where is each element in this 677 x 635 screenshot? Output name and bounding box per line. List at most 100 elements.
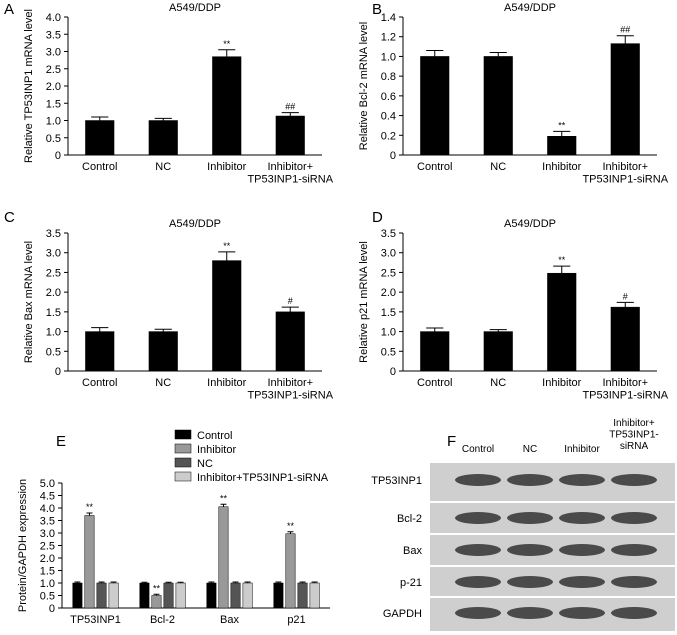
bar	[108, 582, 119, 609]
blot-band	[611, 474, 657, 486]
annotation: **	[220, 493, 228, 503]
blot-band	[455, 474, 501, 486]
annotation: **	[223, 241, 231, 251]
blot-band	[559, 576, 605, 588]
blot-band	[507, 544, 553, 556]
x-tick-label: NC	[490, 161, 506, 173]
y-tick-label: 1.5	[46, 307, 61, 319]
bar	[85, 120, 115, 156]
error-bar	[91, 327, 109, 332]
bar	[230, 582, 241, 609]
legend-label: Inhibitor+TP53INP1-siRNA	[197, 472, 329, 484]
y-tick-label: 3.0	[40, 528, 55, 540]
blot-row-label: p-21	[400, 577, 422, 589]
blot-band	[611, 607, 657, 619]
x-tick-label: Inhibitor+ TP53INP1-siRNA	[582, 161, 668, 186]
x-tick-label: Inhibitor	[207, 161, 246, 173]
bar	[212, 260, 242, 372]
panel-label: A	[4, 1, 14, 18]
error-bar	[616, 35, 634, 44]
bar	[218, 506, 229, 609]
bar	[85, 331, 115, 372]
panel-label: B	[372, 1, 382, 18]
error-bar	[281, 112, 299, 117]
bar	[148, 120, 178, 156]
error-bar	[244, 581, 251, 583]
y-tick-label: 3.5	[46, 29, 61, 41]
y-tick-label: 1.2	[381, 32, 396, 44]
blot-column-label: NC	[523, 444, 537, 455]
error-bar	[616, 301, 634, 308]
blot-band	[559, 474, 605, 486]
error-bar	[86, 512, 93, 516]
blot-band	[507, 512, 553, 524]
y-tick-label: 1.5	[381, 307, 396, 319]
bar	[275, 115, 305, 156]
bar	[163, 582, 174, 609]
annotation: ##	[285, 102, 295, 112]
error-bar	[299, 581, 306, 583]
y-tick-label: 2.5	[40, 541, 55, 553]
error-bar	[232, 581, 239, 583]
bar	[420, 331, 450, 372]
x-tick-label: Inhibitor+ TP53INP1-siRNA	[247, 161, 333, 186]
legend-swatch	[174, 457, 192, 468]
y-tick-label: 3.5	[46, 228, 61, 240]
y-tick-label: 1.5	[40, 566, 55, 578]
blot-row-label: Bcl-2	[397, 513, 422, 525]
chart-title: A549/DDP	[504, 2, 556, 14]
y-tick-label: 3.0	[46, 248, 61, 260]
y-tick-label: 3.5	[381, 228, 396, 240]
error-bar	[154, 328, 172, 332]
y-axis-label: Relative Bax mRNA level	[23, 241, 35, 363]
bar	[275, 311, 305, 372]
blot-column-label: Inhibitor+ TP53INP1-siRNA	[609, 418, 658, 452]
blot-band	[455, 512, 501, 524]
y-tick-label: 0.4	[381, 111, 396, 123]
legend-label: Control	[197, 430, 232, 442]
bar	[148, 331, 178, 372]
chart-title: A549/DDP	[504, 218, 556, 230]
y-tick-label: 0.5	[40, 591, 55, 603]
y-tick-label: 2.0	[381, 287, 396, 299]
x-tick-label: Inhibitor+ TP53INP1-siRNA	[247, 377, 333, 402]
error-bar	[208, 581, 215, 583]
error-bar	[489, 329, 507, 332]
y-tick-label: 1.5	[46, 98, 61, 110]
error-bar	[218, 49, 236, 57]
error-bar	[218, 251, 236, 261]
bar	[96, 582, 107, 609]
x-tick-label: Bax	[220, 614, 239, 626]
error-bar	[553, 130, 571, 137]
y-tick-label: 0	[390, 150, 396, 162]
error-bar	[275, 581, 282, 583]
error-bar	[426, 50, 444, 57]
chart-title: A549/DDP	[169, 218, 221, 230]
blot-band	[559, 512, 605, 524]
y-tick-label: 2.5	[46, 267, 61, 279]
x-tick-label: Bcl-2	[150, 614, 175, 626]
annotation: **	[558, 120, 566, 130]
bar	[309, 582, 320, 609]
bar	[547, 272, 577, 372]
error-bar	[165, 581, 172, 583]
y-tick-label: 3.5	[40, 516, 55, 528]
blot-column-label: Control	[462, 444, 494, 455]
blot-band	[611, 576, 657, 588]
annotation: #	[288, 296, 293, 306]
y-tick-label: 1.0	[46, 116, 61, 128]
y-tick-label: 4.0	[46, 12, 61, 24]
legend-label: NC	[197, 458, 213, 470]
x-tick-label: Control	[417, 161, 452, 173]
legend-swatch	[174, 443, 192, 454]
error-bar	[553, 265, 571, 274]
y-tick-label: 2.5	[381, 267, 396, 279]
x-tick-label: TP53INP1	[70, 614, 121, 626]
y-tick-label: 2.0	[40, 553, 55, 565]
y-axis-label: Relative p21 mRNA level	[358, 241, 370, 363]
error-bar	[110, 581, 117, 583]
y-tick-label: 0	[49, 603, 55, 615]
y-tick-label: 4.5	[40, 491, 55, 503]
error-bar	[141, 581, 148, 583]
